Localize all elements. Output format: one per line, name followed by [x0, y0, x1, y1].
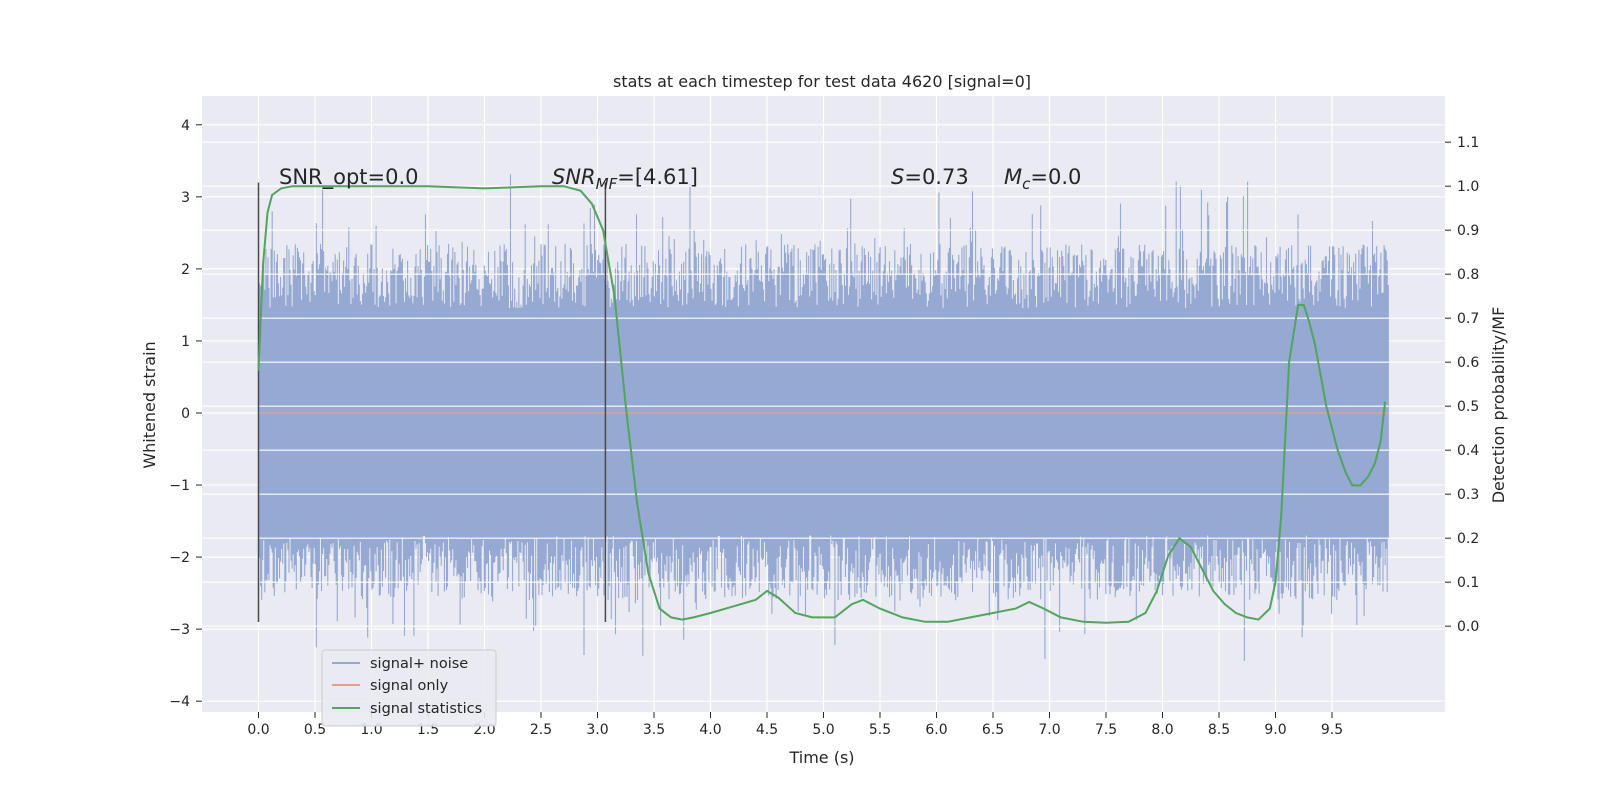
grid-overlay [202, 141, 1445, 627]
annotation-snr-mf: SNRMF=[4.61] [552, 165, 698, 193]
legend-label-signal-noise: signal+ noise [370, 656, 468, 672]
x-tick-label: 3.0 [586, 722, 608, 738]
y2-tick-label: 0.0 [1457, 619, 1479, 635]
chart-title: stats at each timestep for test data 462… [613, 72, 1031, 91]
y2-axis-label: Detection probability/MF [1489, 307, 1508, 504]
annotation-snr-mf-sub: MF [596, 175, 618, 193]
x-tick-label: 6.5 [982, 722, 1004, 738]
x-tick-label: 4.5 [756, 722, 778, 738]
annotation-mc: Mc=0.0 [1004, 165, 1081, 193]
y2-tick-label: 0.2 [1457, 531, 1479, 547]
x-tick-label: 7.5 [1095, 722, 1117, 738]
y2-tick-label: 0.3 [1457, 487, 1479, 503]
x-tick-label: 3.5 [643, 722, 665, 738]
signal-noise-series [257, 174, 1389, 661]
y2-tick-label: 0.1 [1457, 575, 1479, 591]
x-tick-label: 9.5 [1321, 722, 1343, 738]
y2-tick-label: 0.4 [1457, 443, 1479, 459]
annotation-snr-mf-main: SNR [552, 165, 596, 189]
x-tick-label: 9.0 [1264, 722, 1286, 738]
annotation-mc-sub: c [1022, 175, 1031, 193]
x-tick-label: 2.5 [530, 722, 552, 738]
x-tick-label: 5.0 [812, 722, 834, 738]
x-tick-label: 6.0 [925, 722, 947, 738]
x-tick-label: 8.0 [1151, 722, 1173, 738]
y-axis-label: Whitened strain [140, 341, 159, 468]
legend-label-signal-statistics: signal statistics [370, 701, 482, 717]
y-tick-label: −3 [169, 622, 190, 638]
annotation-mc-value: =0.0 [1030, 165, 1081, 189]
y2-tick-label: 1.0 [1457, 179, 1479, 195]
annotation-s-value: =0.73 [904, 165, 968, 189]
legend-box [321, 649, 497, 727]
annotation-snr-mf-value: =[4.61] [617, 165, 698, 189]
y-tick-label: 4 [181, 118, 190, 134]
y2-axis-ticks: 1.1 1.0 0.9 0.8 0.7 0.6 0.5 0.4 0.3 0.2 0.1 0.0 [1445, 135, 1479, 635]
y-tick-label: 3 [181, 190, 190, 206]
y-tick-label: 2 [181, 262, 190, 278]
annotation-s: S=0.73 [891, 165, 969, 189]
annotation-s-symbol: S [891, 165, 904, 189]
y2-tick-label: 0.6 [1457, 355, 1479, 371]
y2-tick-label: 0.5 [1457, 399, 1479, 415]
annotation-mc-symbol: M [1004, 165, 1022, 189]
x-tick-label: 8.5 [1208, 722, 1230, 738]
y-tick-label: 0 [181, 406, 190, 422]
x-tick-label: 0.5 [304, 722, 326, 738]
vertical-markers [257, 182, 607, 622]
y-tick-label: 1 [181, 334, 190, 350]
x-axis-label: Time (s) [788, 748, 854, 767]
y2-tick-label: 0.7 [1457, 311, 1479, 327]
y-axis-ticks: 4 3 2 1 0 −1 −2 −3 −4 [169, 118, 202, 710]
x-tick-label: 0.0 [247, 722, 269, 738]
legend-label-signal-only: signal only [370, 678, 449, 694]
y2-tick-label: 0.9 [1457, 223, 1479, 239]
signal-statistics-line [257, 185, 1387, 624]
x-axis-ticks: 0.0 0.5 1.0 1.5 2.0 2.5 3.0 3.5 4.0 4.5 5.0 5.5 6.0 6… [247, 712, 1343, 738]
y-tick-label: −1 [169, 478, 190, 494]
y-tick-label: −2 [169, 550, 190, 566]
annotation-snr-opt: SNR_opt=0.0 [279, 165, 419, 190]
y2-tick-label: 1.1 [1457, 135, 1479, 151]
x-tick-label: 5.5 [869, 722, 891, 738]
x-tick-label: 4.0 [699, 722, 721, 738]
y-tick-label: −4 [169, 694, 190, 710]
legend: signal+ noise signal only signal statist… [321, 649, 497, 727]
y2-tick-label: 0.8 [1457, 267, 1479, 283]
x-tick-label: 7.0 [1038, 722, 1060, 738]
